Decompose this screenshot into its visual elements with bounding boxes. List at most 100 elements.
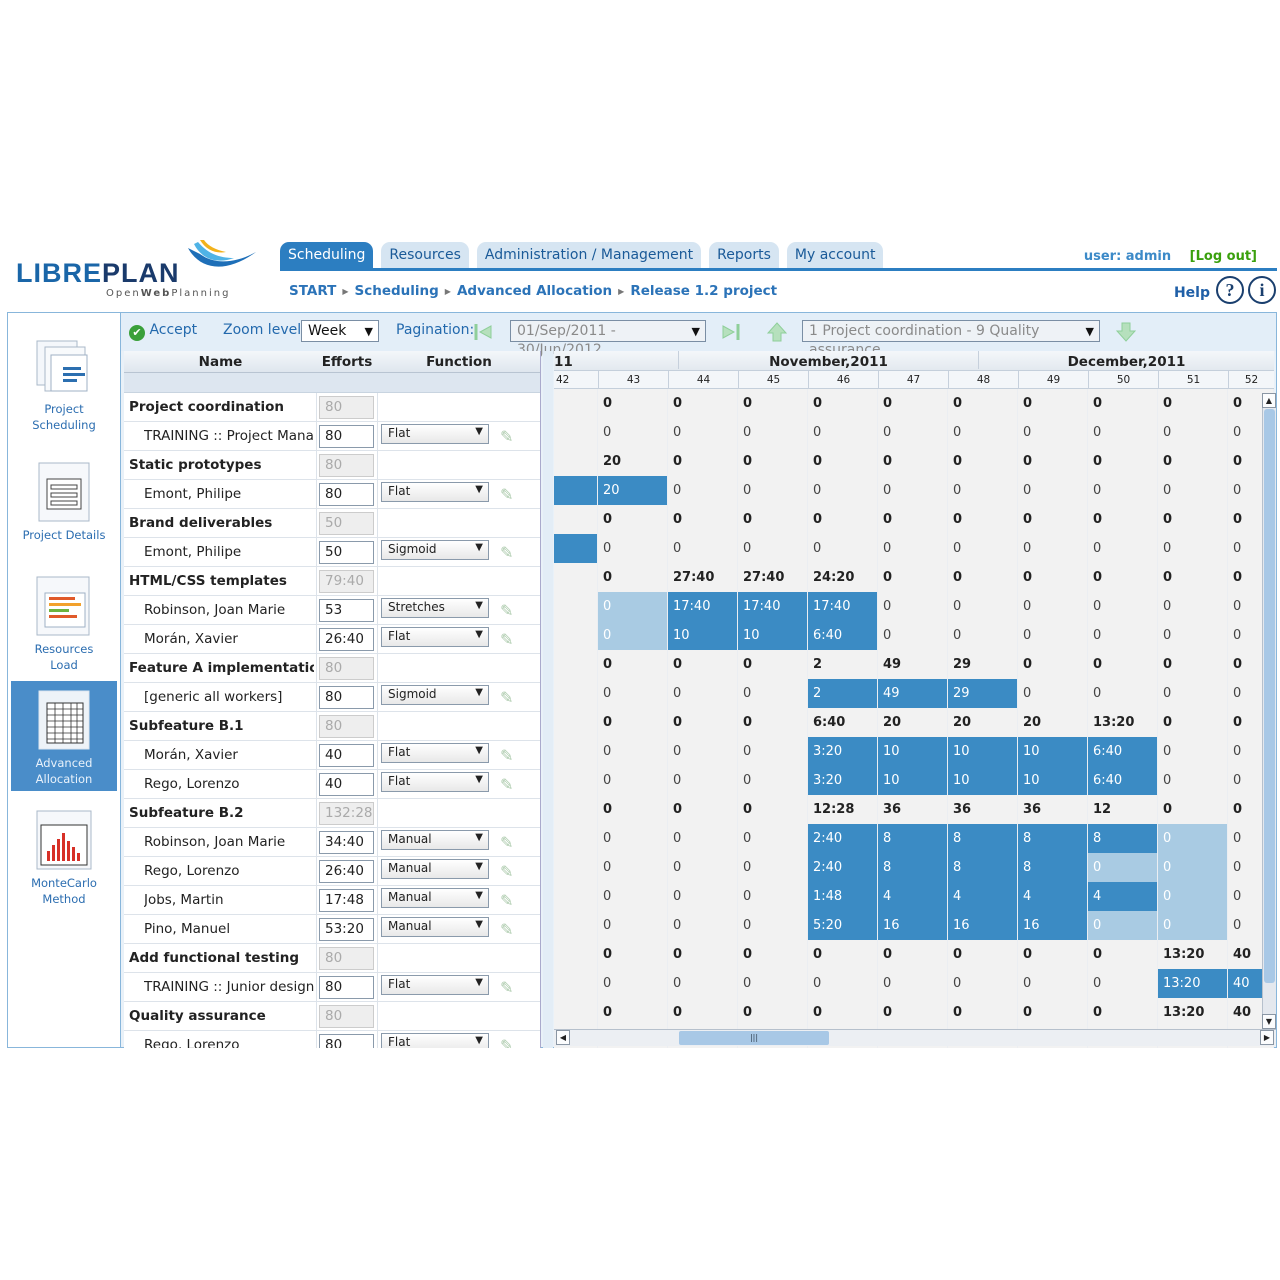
- effort-input[interactable]: 40: [319, 744, 374, 767]
- allocation-cell[interactable]: 29: [948, 679, 1018, 708]
- function-select[interactable]: Manual ▼: [381, 830, 489, 850]
- tab-my-account[interactable]: My account: [786, 242, 884, 269]
- effort-input[interactable]: 80: [319, 483, 374, 506]
- edit-pencil-icon[interactable]: ✎: [500, 427, 514, 446]
- function-select[interactable]: Flat ▼: [381, 975, 489, 995]
- effort-input[interactable]: 26:40: [319, 860, 374, 883]
- effort-input[interactable]: 80: [319, 686, 374, 709]
- allocation-cell[interactable]: 8: [948, 853, 1018, 882]
- effort-input[interactable]: 17:48: [319, 889, 374, 912]
- tab-scheduling[interactable]: Scheduling: [280, 242, 374, 269]
- allocation-cell[interactable]: 8: [948, 824, 1018, 853]
- function-select[interactable]: Sigmoid ▼: [381, 685, 489, 705]
- next-tasks-icon[interactable]: [1116, 322, 1136, 342]
- allocation-cell[interactable]: 10: [878, 737, 948, 766]
- breadcrumb-advanced-allocation[interactable]: Advanced Allocation: [456, 283, 613, 299]
- allocation-cell[interactable]: 16: [878, 911, 948, 940]
- allocation-cell[interactable]: 10: [1018, 766, 1088, 795]
- allocation-cell[interactable]: 3:20: [808, 737, 878, 766]
- allocation-cell[interactable]: 4: [878, 882, 948, 911]
- allocation-cell[interactable]: 20: [598, 476, 668, 505]
- effort-input[interactable]: 53:20: [319, 918, 374, 941]
- breadcrumb-project[interactable]: Release 1.2 project: [630, 283, 778, 299]
- accept-button[interactable]: ✔ Accept: [129, 322, 197, 341]
- effort-input[interactable]: 53: [319, 599, 374, 622]
- help-link[interactable]: Help: [1173, 285, 1210, 301]
- next-page-icon[interactable]: [721, 322, 741, 342]
- logout-link[interactable]: [Log out]: [1189, 249, 1257, 264]
- allocation-cell[interactable]: 8: [1018, 824, 1088, 853]
- help-icon[interactable]: ?: [1216, 276, 1244, 304]
- panel-splitter[interactable]: [543, 351, 553, 1048]
- first-page-icon[interactable]: [473, 322, 493, 342]
- function-select[interactable]: Manual ▼: [381, 917, 489, 937]
- edit-pencil-icon[interactable]: ✎: [500, 833, 514, 852]
- previous-tasks-icon[interactable]: [767, 322, 787, 342]
- tab-reports[interactable]: Reports: [709, 242, 779, 269]
- allocation-cell[interactable]: 10: [1018, 737, 1088, 766]
- tab-resources[interactable]: Resources: [381, 242, 469, 269]
- allocation-cell[interactable]: 8: [878, 824, 948, 853]
- allocation-cell[interactable]: 8: [1018, 853, 1088, 882]
- allocation-cell[interactable]: 8: [878, 853, 948, 882]
- edit-pencil-icon[interactable]: ✎: [500, 543, 514, 562]
- function-select[interactable]: Manual ▼: [381, 859, 489, 879]
- allocation-cell[interactable]: 16: [948, 911, 1018, 940]
- function-select[interactable]: Stretches ▼: [381, 598, 489, 618]
- breadcrumb-start[interactable]: START: [289, 283, 337, 299]
- sidebar-item-resources-load[interactable]: Resources Load: [11, 575, 117, 675]
- tab-administration-management[interactable]: Administration / Management: [476, 242, 702, 269]
- allocation-cell[interactable]: 2: [808, 679, 878, 708]
- allocation-cell[interactable]: 3:20: [808, 766, 878, 795]
- scroll-right-icon[interactable]: ▶: [1260, 1030, 1274, 1045]
- allocation-cell[interactable]: 10: [948, 737, 1018, 766]
- sidebar-item-montecarlo[interactable]: MonteCarlo Method: [11, 809, 117, 909]
- effort-input[interactable]: 40: [319, 773, 374, 796]
- function-select[interactable]: Manual ▼: [381, 888, 489, 908]
- effort-input[interactable]: 80: [319, 976, 374, 999]
- function-select[interactable]: Flat ▼: [381, 482, 489, 502]
- allocation-cell[interactable]: 6:40: [808, 621, 878, 650]
- allocation-cell[interactable]: 49: [878, 679, 948, 708]
- allocation-cell[interactable]: 17:40: [738, 592, 808, 621]
- allocation-cell[interactable]: 8: [1088, 824, 1158, 853]
- allocation-cell[interactable]: 1:48: [808, 882, 878, 911]
- horizontal-scrollbar[interactable]: ◀ ||| ▶: [554, 1029, 1276, 1046]
- allocation-cell[interactable]: 17:40: [808, 592, 878, 621]
- horizontal-scroll-thumb[interactable]: |||: [679, 1031, 829, 1045]
- edit-pencil-icon[interactable]: ✎: [500, 775, 514, 794]
- function-select[interactable]: Flat ▼: [381, 743, 489, 763]
- allocation-cell[interactable]: 13:20: [1158, 969, 1228, 998]
- edit-pencil-icon[interactable]: ✎: [500, 746, 514, 765]
- edit-pencil-icon[interactable]: ✎: [500, 485, 514, 504]
- allocation-cell[interactable]: 10: [738, 621, 808, 650]
- edit-pencil-icon[interactable]: ✎: [500, 688, 514, 707]
- allocation-cell[interactable]: 10: [948, 766, 1018, 795]
- date-range-select[interactable]: 01/Sep/2011 - 30/Jun/2012 ▼: [510, 320, 706, 358]
- effort-input[interactable]: 50: [319, 541, 374, 564]
- allocation-cell[interactable]: 10: [668, 621, 738, 650]
- edit-pencil-icon[interactable]: ✎: [500, 891, 514, 910]
- sidebar-item-project-details[interactable]: Project Details: [11, 461, 117, 551]
- function-select[interactable]: Flat ▼: [381, 1033, 489, 1048]
- function-select[interactable]: Flat ▼: [381, 772, 489, 792]
- effort-input[interactable]: 80: [319, 425, 374, 448]
- libreplan-logo[interactable]: LIBREPLAN OpenWebPlanning: [12, 238, 262, 306]
- allocation-cell[interactable]: 2:40: [808, 853, 878, 882]
- allocation-cell[interactable]: 17:40: [668, 592, 738, 621]
- scroll-down-icon[interactable]: ▼: [1262, 1014, 1276, 1029]
- scroll-up-icon[interactable]: ▲: [1262, 393, 1276, 408]
- zoom-select[interactable]: Week ▼: [301, 320, 379, 342]
- edit-pencil-icon[interactable]: ✎: [500, 630, 514, 649]
- edit-pencil-icon[interactable]: ✎: [500, 601, 514, 620]
- function-select[interactable]: Flat ▼: [381, 627, 489, 647]
- effort-input[interactable]: 26:40: [319, 628, 374, 651]
- allocation-cell[interactable]: 4: [1018, 882, 1088, 911]
- vertical-scroll-thumb[interactable]: [1264, 409, 1275, 983]
- allocation-cell[interactable]: 6:40: [1088, 766, 1158, 795]
- vertical-scrollbar[interactable]: ▲ ▼: [1262, 393, 1276, 1029]
- sidebar-item-advanced-allocation[interactable]: Advanced Allocation: [11, 681, 117, 791]
- function-select[interactable]: Sigmoid ▼: [381, 540, 489, 560]
- allocation-cell[interactable]: 6:40: [1088, 737, 1158, 766]
- allocation-cell[interactable]: 2:40: [808, 824, 878, 853]
